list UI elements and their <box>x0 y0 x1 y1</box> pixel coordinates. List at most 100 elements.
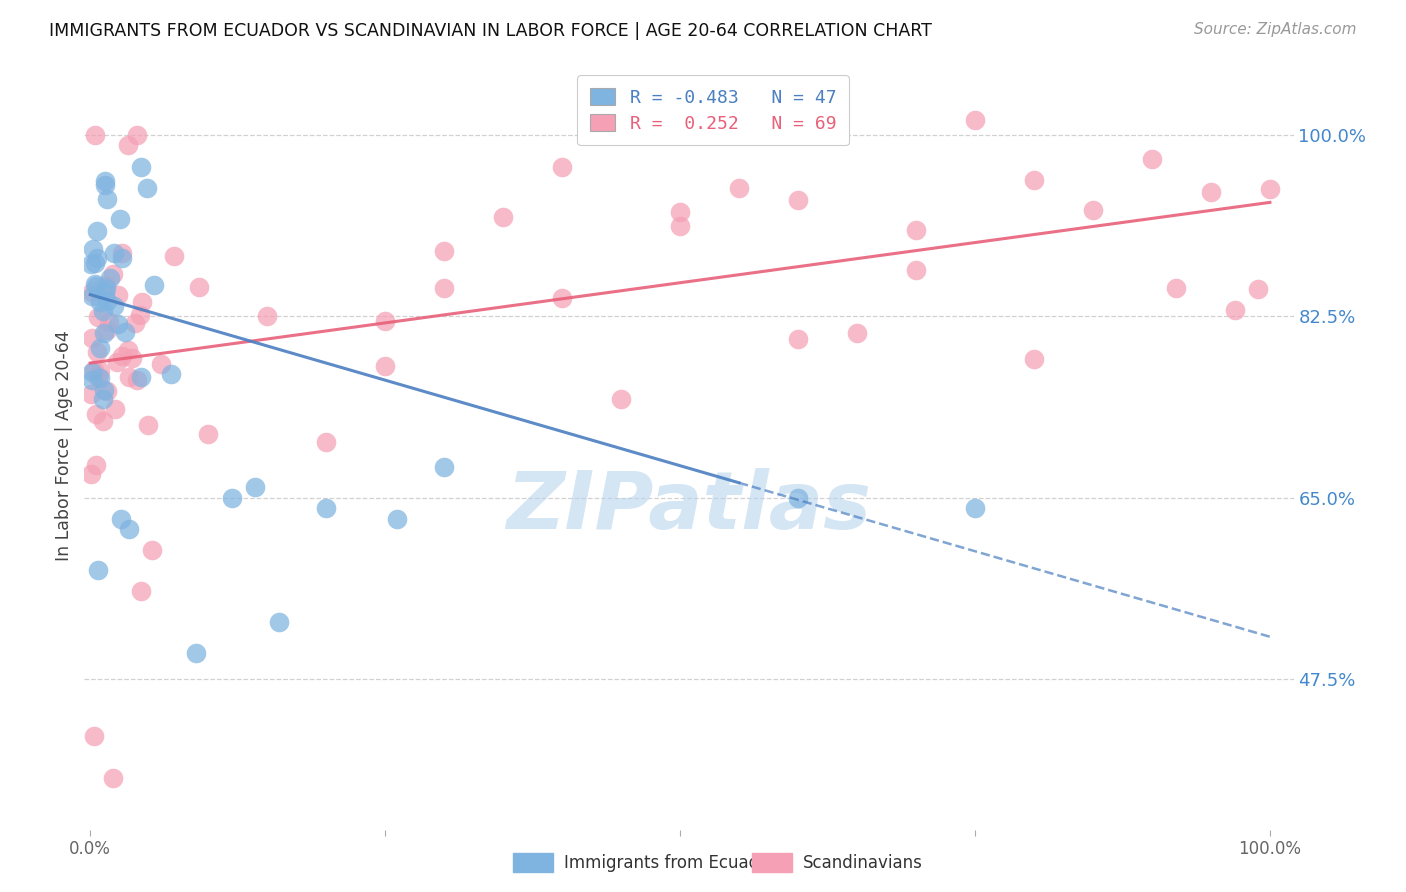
Point <box>84 128 107 142</box>
Point <box>186 646 208 660</box>
Point <box>1164 281 1187 295</box>
Point <box>267 615 290 630</box>
Point <box>150 357 173 371</box>
Point <box>221 491 243 505</box>
Point <box>315 435 337 450</box>
Point <box>131 295 153 310</box>
Legend: R = -0.483   N = 47, R =  0.252   N = 69: R = -0.483 N = 47, R = 0.252 N = 69 <box>578 75 849 145</box>
Point <box>245 480 267 494</box>
Point <box>128 308 150 322</box>
Point <box>97 315 120 329</box>
Point <box>1223 303 1246 318</box>
Point <box>83 729 105 743</box>
Point <box>963 113 986 128</box>
Point <box>84 279 107 293</box>
Text: ZIPatlas: ZIPatlas <box>506 468 872 547</box>
Point <box>374 314 396 328</box>
Point <box>1081 203 1104 218</box>
Point <box>107 288 129 302</box>
Point <box>551 160 574 174</box>
Point <box>127 373 149 387</box>
Point <box>1140 152 1163 166</box>
Point <box>91 304 114 318</box>
Point <box>91 414 114 428</box>
Point <box>96 323 118 337</box>
Point <box>107 318 129 332</box>
Point <box>610 392 633 407</box>
Point <box>1022 173 1045 187</box>
Point <box>669 219 692 233</box>
Point <box>129 369 152 384</box>
Point <box>103 246 125 260</box>
Point <box>93 384 115 398</box>
Point <box>787 491 810 505</box>
Point <box>188 280 211 294</box>
Point <box>433 459 456 474</box>
Point <box>787 193 810 207</box>
Point <box>433 281 456 295</box>
Point <box>80 467 103 482</box>
Point <box>136 417 159 432</box>
Point <box>84 256 107 270</box>
Text: IMMIGRANTS FROM ECUADOR VS SCANDINAVIAN IN LABOR FORCE | AGE 20-64 CORRELATION C: IMMIGRANTS FROM ECUADOR VS SCANDINAVIAN … <box>49 22 932 40</box>
Point <box>94 281 117 295</box>
Point <box>787 332 810 346</box>
Point <box>129 160 152 174</box>
Point <box>94 285 117 300</box>
Point <box>1199 185 1222 199</box>
Point <box>103 299 125 313</box>
Point <box>96 193 118 207</box>
Text: Source: ZipAtlas.com: Source: ZipAtlas.com <box>1194 22 1357 37</box>
Point <box>142 278 165 293</box>
Point <box>96 384 118 398</box>
Point <box>89 295 111 310</box>
Point <box>87 563 110 577</box>
Point <box>89 342 111 356</box>
Point <box>669 204 692 219</box>
Point <box>963 501 986 516</box>
Point <box>118 369 141 384</box>
Point <box>117 343 139 357</box>
Point <box>80 257 103 271</box>
Point <box>129 584 152 599</box>
Point <box>124 316 146 330</box>
Point <box>80 365 103 379</box>
Point <box>111 251 134 265</box>
Point <box>105 354 128 368</box>
Point <box>385 511 408 525</box>
Point <box>87 370 110 384</box>
Point <box>104 401 127 416</box>
Point <box>86 345 108 359</box>
Point <box>80 387 103 401</box>
Point <box>94 174 117 188</box>
Point <box>114 325 136 339</box>
Point <box>374 359 396 374</box>
Point <box>118 522 141 536</box>
Point <box>108 212 131 227</box>
Point <box>84 277 107 292</box>
Text: Immigrants from Ecuador: Immigrants from Ecuador <box>564 854 776 871</box>
Point <box>111 246 134 260</box>
Point <box>96 293 118 308</box>
Point <box>111 350 134 364</box>
Point <box>110 511 132 525</box>
Point <box>89 371 111 385</box>
Point <box>160 368 183 382</box>
Point <box>197 427 219 442</box>
Point <box>83 363 105 377</box>
Point <box>86 224 108 238</box>
Point <box>905 263 928 277</box>
Point <box>433 244 456 259</box>
Point <box>117 138 139 153</box>
Point <box>87 310 110 324</box>
Point <box>1247 282 1270 296</box>
Point <box>136 181 159 195</box>
Point <box>91 392 114 406</box>
Point <box>82 243 104 257</box>
Point <box>80 331 103 345</box>
Y-axis label: In Labor Force | Age 20-64: In Labor Force | Age 20-64 <box>55 331 73 561</box>
Point <box>84 407 107 421</box>
Point <box>728 181 751 195</box>
Point <box>141 542 163 557</box>
Point <box>103 267 125 281</box>
